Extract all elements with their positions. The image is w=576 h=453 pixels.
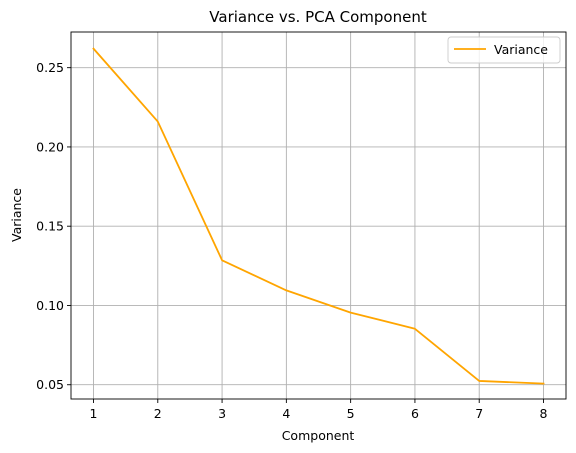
legend-box [447, 36, 561, 64]
y-tick-label: 0.20 [36, 139, 64, 154]
grid-layer [71, 32, 566, 399]
y-tick-label: 0.10 [36, 298, 64, 313]
series-layer [92, 47, 545, 385]
legend-label: Variance [494, 42, 548, 57]
x-tick-label: 8 [540, 406, 548, 421]
x-tick-label: 4 [282, 406, 290, 421]
y-tick-label: 0.25 [36, 60, 64, 75]
y-tick-label: 0.15 [36, 219, 64, 234]
x-tick-label: 5 [347, 406, 355, 421]
x-tick-label: 2 [154, 406, 162, 421]
x-tick-label: 3 [218, 406, 226, 421]
plot-frame [70, 31, 567, 400]
y-tick-label: 0.05 [36, 377, 64, 392]
legend: Variance [447, 36, 561, 64]
series-line [92, 47, 545, 385]
chart-title: Variance vs. PCA Component [209, 8, 427, 26]
x-tick-label: 7 [475, 406, 483, 421]
y-axis-label: Variance [9, 188, 24, 242]
x-tick-label: 6 [411, 406, 419, 421]
x-tick-label: 1 [90, 406, 98, 421]
x-axis-label: Component [282, 428, 355, 443]
tick-layer: 1 2 3 4 5 6 7 8 0.05 0.10 0.15 0.20 0.25 [36, 60, 547, 421]
